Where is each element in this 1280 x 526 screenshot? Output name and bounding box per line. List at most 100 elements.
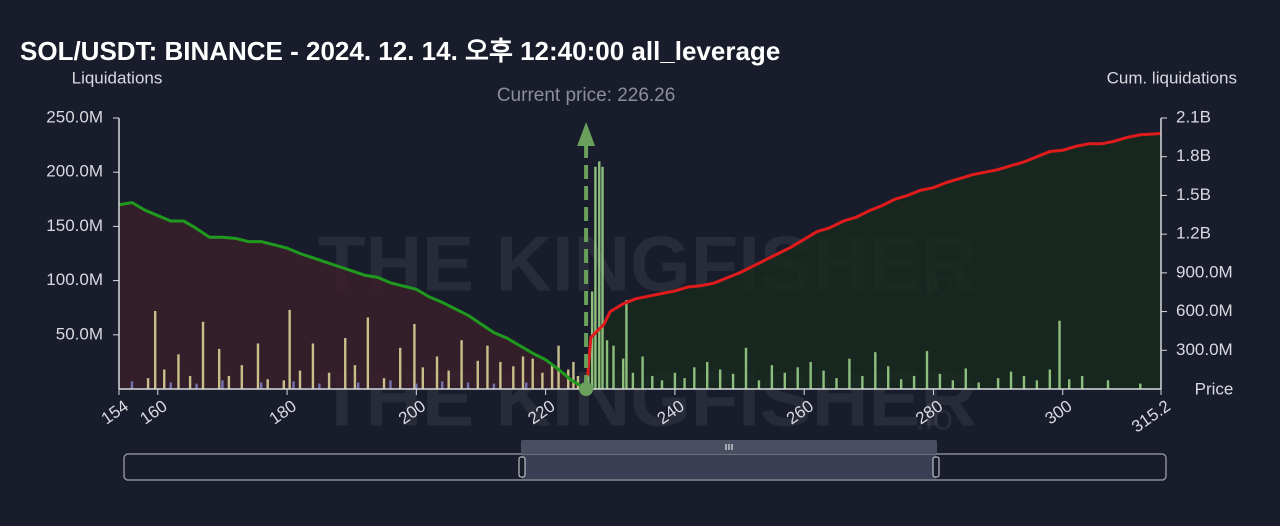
slider-handle[interactable] <box>518 456 526 478</box>
bar <box>757 380 761 389</box>
annotation: Current price: 226.26 <box>497 85 676 106</box>
bar <box>492 383 496 389</box>
bar <box>996 378 1000 389</box>
bar <box>899 379 903 389</box>
x-tick-label: 154 <box>98 396 132 428</box>
bar <box>796 367 799 389</box>
bar <box>163 369 166 389</box>
bar <box>598 161 601 389</box>
bar <box>177 354 180 389</box>
bar <box>683 378 686 389</box>
bar <box>673 372 677 389</box>
y2-tick-label: 600.0M <box>1176 301 1233 320</box>
bar <box>356 382 360 389</box>
bar <box>195 383 198 389</box>
bar <box>260 382 263 389</box>
x-tick-label: 160 <box>137 396 171 428</box>
bar <box>217 348 221 389</box>
y-tick-label: 100.0M <box>46 270 103 289</box>
bar <box>744 347 748 389</box>
bar <box>282 380 286 389</box>
bar <box>783 372 786 389</box>
x-tick-label: 300 <box>1041 396 1075 428</box>
bar <box>146 378 150 389</box>
bar <box>201 321 205 389</box>
bar <box>822 370 825 389</box>
bar <box>809 361 812 389</box>
bar <box>835 378 838 389</box>
bar <box>227 375 231 389</box>
bar <box>977 382 980 389</box>
x-tick-label: 315.2 <box>1128 396 1174 436</box>
y-tick-label: 50.0M <box>56 324 103 343</box>
bar <box>612 345 615 389</box>
bar <box>327 372 331 389</box>
range-slider[interactable] <box>123 440 1167 481</box>
bar <box>1022 375 1026 389</box>
y2-tick-label: 900.0M <box>1176 262 1233 281</box>
bar <box>169 382 172 389</box>
bar <box>221 380 224 389</box>
y-tick-label: 250.0M <box>46 107 103 126</box>
bar <box>631 372 635 389</box>
bar <box>447 370 450 389</box>
bar <box>1048 369 1052 389</box>
chart-title: SOL/USDT: BINANCE - 2024. 12. 14. 오후 12:… <box>20 36 780 66</box>
bar <box>366 317 370 389</box>
bar <box>605 340 609 389</box>
bar <box>441 381 444 389</box>
bar <box>887 366 890 389</box>
bar <box>1106 380 1110 389</box>
bar <box>848 358 851 389</box>
bar <box>415 383 418 389</box>
bar <box>718 369 722 389</box>
x-axis-label: Price <box>1195 379 1234 398</box>
bar <box>938 373 942 389</box>
slider-handle[interactable] <box>932 456 940 478</box>
bar <box>288 309 291 389</box>
bar <box>153 310 157 389</box>
bar <box>590 291 594 389</box>
bar <box>1058 320 1061 389</box>
x-tick-label: 180 <box>266 396 300 428</box>
bar <box>318 383 321 389</box>
bar <box>731 373 735 389</box>
y-tick-label: 200.0M <box>46 162 103 181</box>
bar <box>925 351 929 389</box>
y2-tick-label: 1.2B <box>1176 224 1211 243</box>
bar <box>550 364 554 389</box>
y2-tick-label: 300.0M <box>1176 340 1233 359</box>
bar <box>651 375 654 389</box>
bar <box>486 345 489 389</box>
bar <box>531 358 534 389</box>
bar <box>240 365 244 389</box>
area-fill <box>587 133 1161 389</box>
y2-axis-label: Cum. liquidations <box>1107 68 1237 87</box>
bar <box>344 338 347 389</box>
y2-tick-label: 2.1B <box>1176 107 1211 126</box>
bar <box>770 365 774 389</box>
bar <box>964 368 967 389</box>
bar <box>521 356 525 389</box>
bar <box>499 361 502 389</box>
bar <box>382 378 386 389</box>
bar <box>298 370 302 389</box>
area-fill <box>119 202 587 389</box>
y2-tick-label: 1.8B <box>1176 146 1211 165</box>
bar <box>292 381 295 389</box>
bar <box>861 375 864 389</box>
bar <box>435 356 439 389</box>
bar <box>1080 375 1084 389</box>
bar <box>621 358 625 389</box>
line <box>118 201 587 391</box>
slider-selection[interactable] <box>522 455 936 479</box>
bar <box>188 375 192 389</box>
bar <box>951 380 955 389</box>
current-price-dot <box>579 382 594 396</box>
bar <box>912 375 916 389</box>
bar <box>266 379 269 389</box>
bar <box>601 166 604 389</box>
bar <box>413 323 416 389</box>
